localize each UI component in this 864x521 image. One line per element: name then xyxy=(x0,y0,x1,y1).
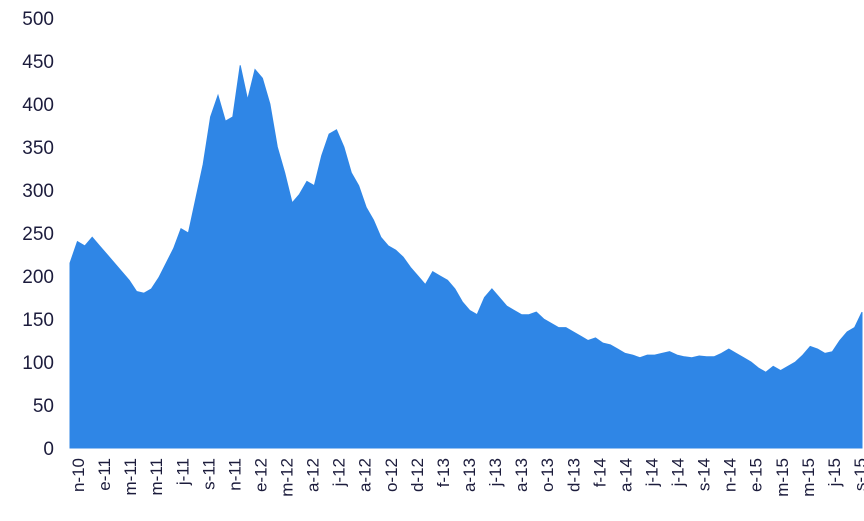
x-tick-label: a-12 xyxy=(304,458,323,492)
x-tick-label: j-11 xyxy=(173,458,192,486)
x-tick-label: m-11 xyxy=(147,458,166,495)
x-tick-label: n-11 xyxy=(225,458,244,491)
y-tick-label: 300 xyxy=(22,181,54,202)
x-tick-label: n-10 xyxy=(69,458,88,492)
x-tick-label: d-13 xyxy=(564,458,583,492)
x-tick-label: e-12 xyxy=(252,458,271,492)
x-tick-label: m-12 xyxy=(278,458,297,497)
x-tick-label: s-14 xyxy=(695,458,714,491)
x-axis: n-10 e-11 m-11 m-11 j-11 s-11 n-11 e-12 m-12 a-12… xyxy=(69,458,864,497)
x-tick-label: a-14 xyxy=(616,458,635,492)
y-tick-label: 200 xyxy=(22,267,54,288)
x-tick-label: s-11 xyxy=(199,458,218,490)
x-tick-label: j-13 xyxy=(486,458,505,487)
plot-area xyxy=(69,65,863,449)
y-tick-label: 100 xyxy=(22,353,54,374)
x-tick-label: a-13 xyxy=(460,458,479,492)
y-tick-label: 350 xyxy=(22,138,54,159)
y-tick-label: 0 xyxy=(43,439,54,460)
x-tick-label: n-14 xyxy=(721,458,740,492)
y-tick-label: 450 xyxy=(22,52,54,73)
y-tick-label: 250 xyxy=(22,224,54,245)
y-tick-label: 400 xyxy=(22,95,54,116)
x-tick-label: o-13 xyxy=(538,458,557,492)
x-tick-label: d-12 xyxy=(408,458,427,492)
x-tick-label: j-14 xyxy=(643,458,662,487)
x-tick-label: m-15 xyxy=(799,458,818,497)
x-tick-label: m-11 xyxy=(121,458,140,495)
x-tick-label: f-13 xyxy=(434,458,453,487)
x-tick-label: a-13 xyxy=(512,458,531,492)
y-tick-label: 500 xyxy=(22,9,54,30)
x-tick-label: a-12 xyxy=(356,458,375,492)
x-tick-label: j-15 xyxy=(825,458,844,487)
x-tick-label: j-14 xyxy=(669,458,688,487)
x-tick-label: j-12 xyxy=(330,458,349,487)
x-tick-label: e-11 xyxy=(95,458,114,491)
series-area xyxy=(69,65,863,449)
y-tick-label: 150 xyxy=(22,310,54,331)
x-tick-label: o-12 xyxy=(382,458,401,492)
y-axis: 0 50 100 150 200 250 300 350 400 450 500 xyxy=(22,9,54,460)
x-tick-label: f-14 xyxy=(590,458,609,487)
y-tick-label: 50 xyxy=(33,396,54,417)
x-tick-label: m-15 xyxy=(773,458,792,497)
x-tick-label: s-15 xyxy=(851,458,864,491)
x-tick-label: e-15 xyxy=(747,458,766,492)
